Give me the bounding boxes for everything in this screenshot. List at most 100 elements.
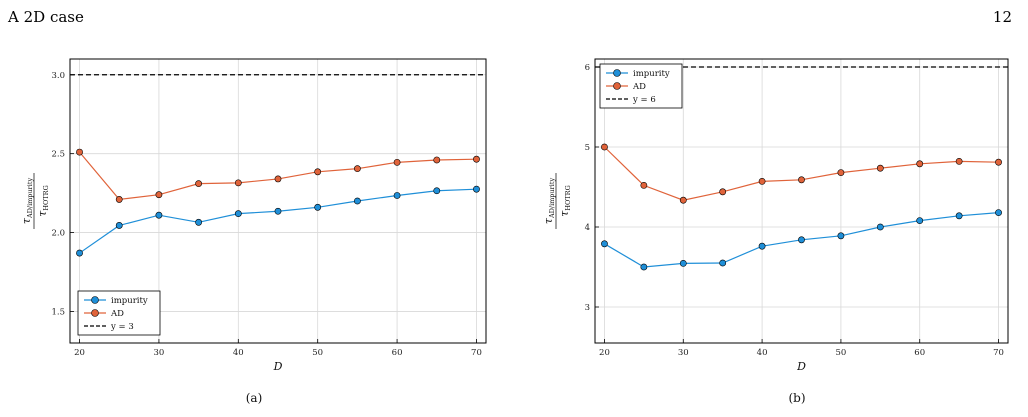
legend-label-reference: y = 6 [632,95,656,105]
y-label-numerator-sub: AD/impurity [548,178,556,219]
data-point-impurity [995,209,1002,216]
legend-marker-impurity [91,296,99,304]
legend-marker-ad [613,82,621,90]
data-point-impurity [798,236,805,244]
data-point-impurity [314,203,322,211]
data-point-ad [76,148,83,156]
data-point-impurity [115,222,123,229]
y-tick-label: 3 [585,303,590,313]
x-tick-label: 40 [757,348,768,358]
x-tick-label: 70 [471,348,482,358]
data-point-ad [433,156,441,164]
data-point-ad [798,176,805,184]
y-label-denominator-sub: HOTRG [42,185,50,210]
data-point-impurity [234,210,242,218]
y-tick-label: 2.0 [51,229,65,239]
x-tick-label: 60 [914,348,925,358]
data-point-impurity [473,185,480,193]
data-point-ad [916,160,924,168]
y-label-denominator-sub: HOTRG [564,185,572,210]
y-label-symbol: τ [542,217,555,224]
y-label-numerator: τAD/impurity [20,178,34,225]
legend-marker-ad [91,309,99,317]
data-point-ad [353,165,361,173]
y-tick-label: 2.5 [51,150,65,160]
page-number: 12 [992,8,1012,26]
data-point-ad [314,168,322,176]
data-point-impurity [758,242,766,250]
y-label-symbol: τ [36,210,49,217]
data-point-ad [719,188,727,196]
x-axis-label: D [273,360,283,373]
data-point-ad [679,196,687,204]
y-tick-label: 1.5 [51,307,65,317]
data-point-ad [274,175,282,183]
y-tick-label: 5 [585,143,590,153]
x-axis-label: D [796,360,806,373]
x-tick-label: 70 [993,348,1004,358]
legend: impurity AD y = 3 [77,290,161,336]
y-tick-label: 3.0 [51,71,65,81]
y-label-symbol: τ [558,210,571,217]
data-point-ad [955,158,963,165]
data-point-ad [837,169,845,177]
series-line-impurity [79,188,477,254]
y-label-symbol: τ [20,217,33,224]
data-point-impurity [433,187,441,195]
legend-label-reference: y = 3 [110,322,134,332]
x-tick-label: 50 [312,348,323,358]
data-point-ad [640,181,648,189]
data-point-ad [758,177,766,185]
data-point-impurity [640,263,648,271]
x-tick-label: 30 [154,348,165,358]
data-point-ad [393,158,401,166]
legend: impurity AD y = 6 [599,63,683,109]
data-point-impurity [601,240,608,248]
data-point-impurity [679,259,687,267]
data-point-ad [115,196,123,203]
legend-label-impurity: impurity [111,296,148,306]
x-tick-label: 40 [233,348,244,358]
figure-caption: (a) [246,391,263,405]
legend-label-impurity: impurity [633,69,670,79]
data-point-impurity [353,197,361,205]
x-tick-label: 50 [835,348,846,358]
data-point-impurity [274,207,282,215]
y-label-denominator: τHOTRG [558,185,572,217]
y-label-numerator-sub: AD/impurity [26,178,34,219]
data-point-ad [195,180,203,188]
data-point-impurity [876,223,884,231]
x-tick-label: 60 [392,348,403,358]
plot-frame [594,58,1009,344]
data-point-ad [995,158,1002,166]
data-point-impurity [195,218,203,226]
data-point-impurity [155,211,163,219]
legend-label-ad: AD [632,82,646,92]
y-axis-label: τAD/impurity τHOTRG [542,173,572,229]
y-tick-label: 4 [585,223,590,233]
y-tick-label: 6 [585,63,590,73]
data-point-impurity [955,212,963,220]
y-axis-label: τAD/impurity τHOTRG [20,173,50,229]
data-point-impurity [837,232,845,240]
legend-label-ad: AD [110,309,124,319]
plot-frame [69,58,487,344]
x-tick-label: 20 [74,348,85,358]
data-point-ad [473,155,480,163]
data-point-ad [601,143,608,151]
data-point-ad [155,191,163,199]
data-point-ad [876,164,884,172]
figure-caption: (b) [788,391,805,405]
data-point-impurity [916,217,924,224]
x-tick-label: 20 [599,348,610,358]
data-point-impurity [719,259,727,267]
legend-marker-impurity [613,69,621,77]
series-line-ad [604,146,999,201]
y-label-denominator: τHOTRG [36,185,50,217]
data-point-impurity [76,249,83,257]
x-tick-label: 30 [678,348,689,358]
data-point-ad [234,179,242,187]
data-point-impurity [393,192,401,199]
